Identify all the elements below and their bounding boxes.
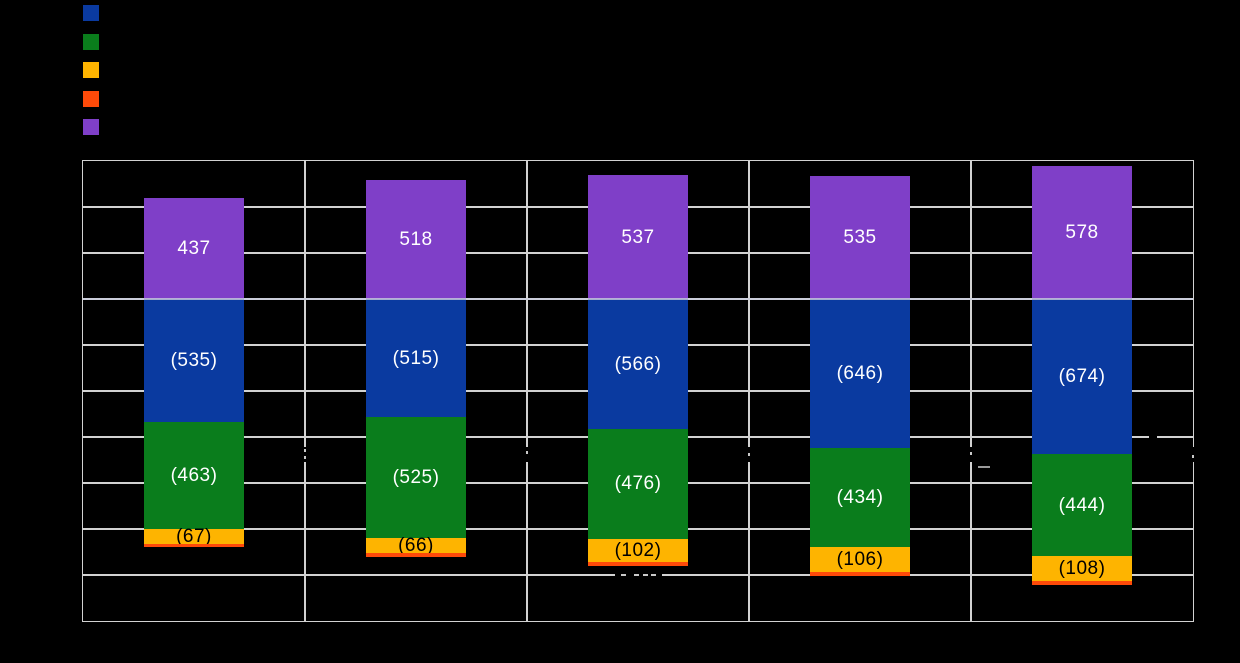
bar-segment-amber: (106) [810, 547, 910, 572]
occlusion-speck [621, 574, 626, 576]
bar-segment-green: (476) [588, 429, 688, 539]
bar-segment-amber: (66) [366, 535, 466, 557]
bar-segment-purple: 578 [1032, 166, 1132, 299]
bar-segment-blue: (674) [1032, 299, 1132, 455]
bar-label-green: (434) [836, 486, 884, 508]
bar-segment-purple: 518 [366, 179, 466, 299]
bar-label-green: (476) [614, 473, 662, 495]
plot-frame [82, 160, 1194, 622]
bar-label-green: (444) [1058, 494, 1106, 516]
bar-segment-purple: 537 [588, 175, 688, 299]
gridline-occlusion [966, 447, 976, 462]
bar-segment-amber: (67) [144, 525, 244, 547]
occlusion-speck [526, 451, 528, 454]
bar-label-purple: 578 [1065, 222, 1099, 244]
bar-label-blue: (646) [836, 362, 884, 384]
occlusion-speck [970, 452, 972, 455]
bar-label-blue: (515) [392, 347, 440, 369]
legend-swatch-green [83, 33, 99, 50]
bar-segment-red [366, 553, 466, 557]
gridline-occlusion [1149, 433, 1157, 441]
occlusion-speck [1192, 455, 1194, 458]
gridline-occlusion [300, 447, 310, 462]
legend-swatch-purple [83, 119, 99, 136]
bar-label-amber: (67) [176, 525, 212, 547]
bar-label-green: (525) [392, 467, 440, 489]
bar-segment-red [810, 571, 910, 576]
occlusion-speck [643, 574, 648, 576]
bar-label-green: (463) [170, 464, 218, 486]
occlusion-speck [304, 449, 306, 452]
gridline-occlusion [1188, 447, 1198, 462]
occlusion-speck [634, 574, 639, 576]
bar-segment-green: (444) [1032, 454, 1132, 557]
zero-axis-line [83, 298, 1193, 300]
bar-segment-purple: 535 [810, 175, 910, 299]
occlusion-speck [304, 456, 306, 459]
occlusion-speck [748, 453, 750, 456]
legend-swatch-blue [83, 5, 99, 21]
bar-label-blue: (674) [1058, 366, 1106, 387]
v-gridline [304, 161, 306, 621]
bar-segment-red [1032, 580, 1132, 586]
bar-segment-blue: (566) [588, 299, 688, 430]
v-gridline [526, 161, 528, 621]
bar-segment-blue: (646) [810, 299, 910, 448]
legend-swatch-amber [83, 62, 99, 79]
bar-segment-green: (434) [810, 447, 910, 548]
bar-label-amber: (106) [836, 549, 884, 571]
v-gridline [748, 161, 750, 621]
bar-segment-blue: (535) [144, 299, 244, 423]
legend-swatch-red [83, 90, 99, 107]
bar-label-blue: (535) [170, 350, 218, 372]
bar-segment-amber: (102) [588, 538, 688, 563]
bar-segment-amber: (108) [1032, 556, 1132, 581]
bar-label-amber: (102) [614, 539, 662, 561]
bar-label-purple: 518 [399, 228, 433, 250]
v-gridline [970, 161, 972, 621]
bar-label-purple: 437 [177, 238, 211, 260]
occlusion-speck [651, 574, 656, 576]
bar-label-purple: 537 [621, 226, 655, 248]
bar-label-amber: (66) [398, 535, 434, 557]
bar-segment-red [588, 562, 688, 567]
bar-segment-green: (463) [144, 422, 244, 529]
bar-label-amber: (108) [1058, 558, 1106, 580]
bar-segment-blue: (515) [366, 299, 466, 418]
bar-label-blue: (566) [614, 353, 662, 375]
bar-segment-red [144, 543, 244, 548]
bar-segment-purple: 437 [144, 198, 244, 299]
stray-mark [978, 466, 990, 468]
bar-label-purple: 535 [843, 226, 877, 248]
bar-segment-green: (525) [366, 417, 466, 539]
gridline-occlusion [522, 447, 532, 462]
